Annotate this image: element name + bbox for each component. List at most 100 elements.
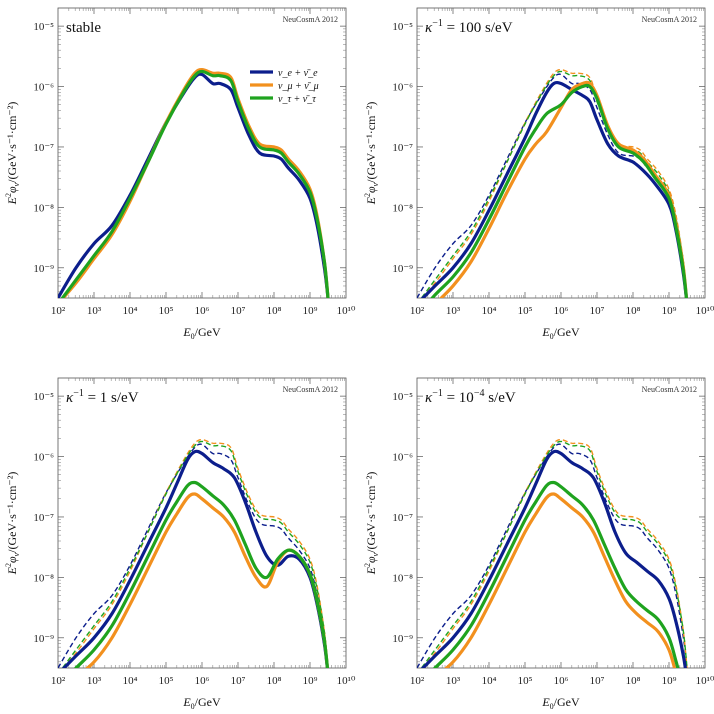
title-unit: s/eV [484,390,515,406]
x-tick-label: 10⁶ [554,675,569,687]
x-tick-label: 10⁶ [195,305,210,317]
x-axis-label: E0/GeV [541,325,580,341]
credit-label: NeuCosmA 2012 [283,15,338,24]
y-label-symbol: E [364,196,378,205]
x-tick-label: 10⁹ [303,305,318,317]
legend-label-nu_e: ν_e + ν̄_e [278,68,318,79]
panel-2: 10² 10³ 10⁴ 10⁵ 10⁶ 10⁷ 10⁸ 10⁹ 10¹⁰ 10⁻⁹ 10⁻⁸ 10⁻⁷… [363,7,714,341]
x-label-subscript: 0 [191,332,195,341]
title-kappa: κ [425,20,433,36]
y-label-unit: /(GeV·s⁻¹·cm⁻²) [5,102,19,183]
y-tick-label: 10⁻⁶ [392,82,413,94]
y-label-phi: φ [5,556,19,563]
y-tick-label: 10⁻⁹ [33,633,54,645]
x-tick-label: 10⁷ [590,675,605,687]
plot-area [58,438,330,668]
x-tick-label: 10³ [87,305,102,317]
panel-title: stable [66,20,101,36]
y-label-symbol: E [5,196,19,205]
series-line-nu_mu [444,492,677,668]
y-label-symbol: E [364,566,378,575]
reference-dashed-line-nu_tau [61,440,329,668]
x-tick-label: 10⁶ [195,675,210,687]
x-tick-label: 10⁷ [590,305,605,317]
title-kappa-exp: −1 [432,388,443,399]
y-tick-label: 10⁻⁸ [392,202,413,214]
x-label-symbol: E [541,325,550,339]
x-tick-label: 10³ [446,305,461,317]
x-tick-label: 10⁵ [159,305,174,317]
x-label-symbol: E [182,695,191,709]
series-line-nu_e [58,72,330,298]
y-tick-label: 10⁻⁸ [33,202,54,214]
y-tick-label: 10⁻⁵ [33,21,54,33]
title-kappa: κ [425,390,433,406]
y-tick-label: 10⁻⁶ [33,452,54,464]
panel-3: 10² 10³ 10⁴ 10⁵ 10⁶ 10⁷ 10⁸ 10⁹ 10¹⁰ 10⁻⁹ 10⁻⁸ 10⁻⁷… [4,377,356,711]
series-line-nu_e [61,449,329,668]
x-axis-label: E0/GeV [182,695,221,711]
title-value: = 100 s/eV [443,20,513,36]
y-label-unit: /(GeV·s⁻¹·cm⁻²) [5,472,19,553]
x-tick-label: 10⁵ [159,675,174,687]
x-label-subscript: 0 [191,702,195,711]
title-value: = 10 [443,390,474,406]
series-line-nu_tau [73,480,330,668]
series-line-nu_e [420,80,688,298]
x-label-symbol: E [182,325,191,339]
x-tick-label: 10⁷ [231,675,246,687]
reference-dashed-line-nu_e [58,443,329,668]
y-axis-label: E2φν/(GeV·s⁻¹·cm⁻²) [4,102,21,206]
y-tick-label: 10⁻⁷ [392,512,413,524]
y-axis-label: E2φν/(GeV·s⁻¹·cm⁻²) [363,472,380,576]
y-tick-label: 10⁻⁵ [33,391,54,403]
x-axis-label: E0/GeV [541,695,580,711]
x-tick-label: 10⁴ [123,675,138,687]
y-tick-label: 10⁻⁷ [33,512,54,524]
reference-dashed-line-nu_mu [421,438,688,668]
plot-frame [57,7,347,299]
x-label-unit: /GeV [195,695,221,709]
x-tick-label: 10⁴ [123,305,138,317]
x-tick-label: 10⁴ [482,675,497,687]
x-tick-label: 10² [410,675,425,687]
plot-frame [416,7,706,299]
reference-dashed-line-nu_e [417,443,688,668]
x-tick-label: 10⁹ [303,675,318,687]
y-label-superscript: 2 [363,563,372,567]
reference-dashed-line-nu_tau [420,440,688,668]
reference-dashed-line-nu_mu [62,438,329,668]
series-line-nu_mu [85,492,330,668]
y-label-superscript: 2 [363,193,372,197]
title-kappa: κ [66,390,74,406]
y-label-symbol: E [5,566,19,575]
x-label-symbol: E [541,695,550,709]
series-line-nu_tau [430,83,689,298]
title-kappa-exp: −1 [73,388,84,399]
y-label-unit: /(GeV·s⁻¹·cm⁻²) [364,102,378,183]
panel-1: 10² 10³ 10⁴ 10⁵ 10⁶ 10⁷ 10⁸ 10⁹ 10¹⁰ 10⁻⁹ 10⁻⁸ 10⁻⁷… [4,7,356,341]
x-label-subscript: 0 [550,702,554,711]
y-tick-label: 10⁻⁹ [392,633,413,645]
panel-title: κ−1 = 100 s/eV [425,18,513,36]
y-tick-label: 10⁻⁶ [392,452,413,464]
credit-label: NeuCosmA 2012 [283,385,338,394]
legend-label-nu_tau: ν_τ + ν̄_τ [278,94,316,105]
plot-area [417,68,689,298]
x-tick-label: 10³ [87,675,102,687]
legend: ν_e + ν̄_e ν_μ + ν̄_μ ν_τ + ν̄_τ [250,68,319,105]
x-tick-label: 10⁷ [231,305,246,317]
x-tick-label: 10⁵ [518,675,533,687]
x-tick-label: 10⁸ [267,305,282,317]
x-tick-label: 10³ [446,675,461,687]
x-tick-label: 10⁸ [267,675,282,687]
y-label-phi: φ [364,186,378,193]
x-tick-label: 10² [51,675,66,687]
x-tick-label: 10⁶ [554,305,569,317]
x-tick-label: 10⁵ [518,305,533,317]
y-tick-label: 10⁻⁵ [392,21,413,33]
x-tick-label: 10⁹ [662,675,677,687]
y-tick-label: 10⁻⁷ [33,142,54,154]
x-tick-label: 10¹⁰ [696,305,714,317]
